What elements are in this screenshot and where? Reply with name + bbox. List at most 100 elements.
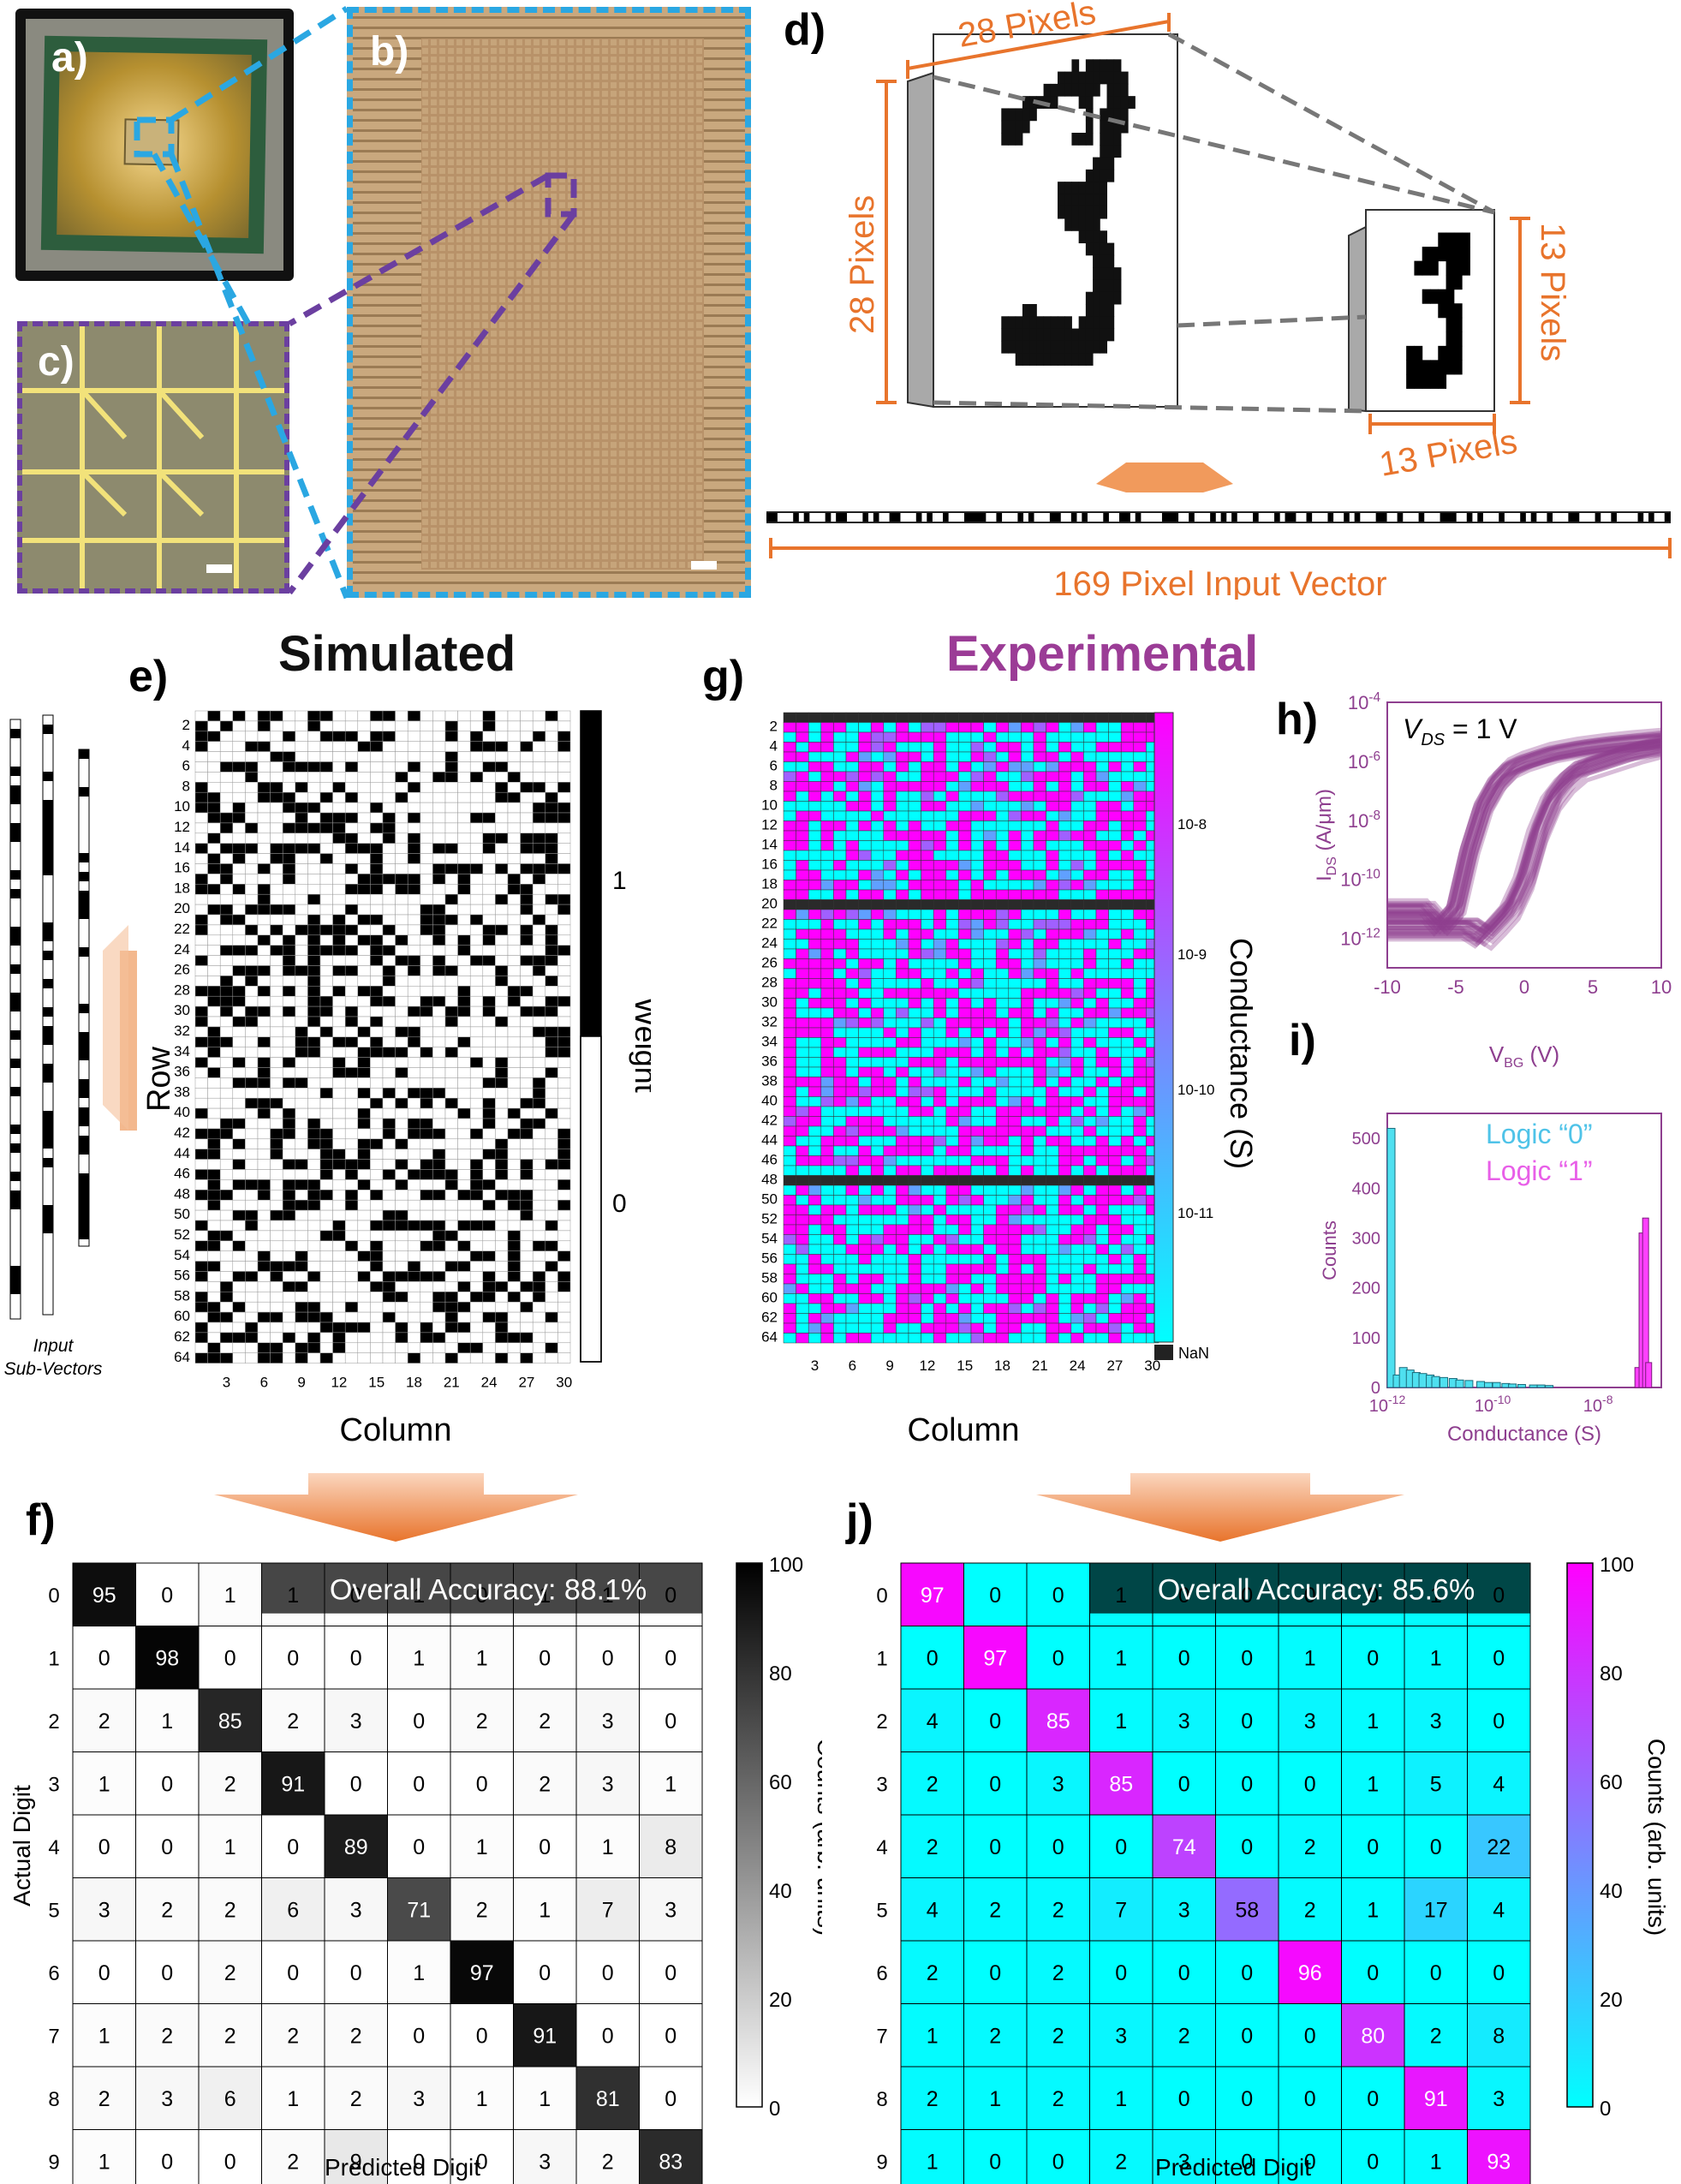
- conductance-cell: [1083, 731, 1097, 743]
- conductance-cell: [983, 909, 997, 920]
- conductance-cell: [870, 948, 885, 959]
- conductance-cell: [958, 1283, 972, 1294]
- conductance-cell: [958, 771, 972, 782]
- weight-cell: [420, 741, 433, 752]
- weight-cell: [257, 1088, 271, 1099]
- weight-cell: [257, 1149, 271, 1160]
- row-tick: 48: [761, 1171, 778, 1187]
- conductance-cell: [970, 958, 984, 970]
- weight-cell: [482, 976, 496, 987]
- weight-cell: [295, 1271, 308, 1282]
- weight-cell: [457, 741, 471, 752]
- weight-cell: [420, 1077, 433, 1089]
- sub-vector-bit: [43, 1139, 53, 1149]
- conductance-cell: [808, 801, 822, 812]
- conductance-cell: [796, 860, 809, 871]
- weight-cell: [444, 812, 458, 824]
- weight-cell: [382, 1352, 396, 1364]
- weight-cell: [557, 1240, 571, 1251]
- weight-cell: [420, 1118, 433, 1130]
- weight-cell: [219, 924, 234, 936]
- weight-cell: [257, 1005, 271, 1017]
- conductance-cell: [1008, 1077, 1022, 1088]
- weight-cell: [194, 1332, 208, 1344]
- conductance-cell: [921, 820, 934, 832]
- cm-value: 0: [1241, 2087, 1253, 2111]
- cm-value: 91: [533, 2024, 557, 2048]
- weight-cell: [520, 1322, 534, 1334]
- weight-cell: [370, 1301, 384, 1313]
- conductance-cell: [1070, 1077, 1084, 1088]
- vector-bit: [1017, 513, 1024, 522]
- cm-value: 3: [1052, 1772, 1064, 1796]
- confusion-matrix-experimental: 9700100001009701001010408513031302038500…: [876, 1562, 1531, 2184]
- conductance-cell: [858, 1244, 872, 1255]
- conductance-cell: [858, 1214, 872, 1226]
- weight-cell: [395, 1036, 408, 1047]
- conductance-cell: [1070, 1037, 1084, 1048]
- weight-cell: [245, 1311, 259, 1323]
- conductance-cell: [1033, 1037, 1046, 1048]
- weight-cell: [457, 1220, 471, 1232]
- cm-cell: [513, 2003, 577, 2068]
- weight-cell: [532, 1199, 546, 1211]
- weight-cell: [245, 863, 259, 874]
- weight-cell: [344, 1311, 359, 1323]
- conductance-cell: [1021, 1333, 1034, 1344]
- weight-cell: [420, 1169, 433, 1180]
- conductance-cell: [820, 810, 834, 821]
- digit-pixel: [1453, 275, 1463, 290]
- conductance-cell: [1021, 998, 1034, 1009]
- cm-cell: [1404, 1814, 1468, 1878]
- weight-cell: [357, 874, 371, 885]
- weight-cell: [257, 904, 271, 916]
- weight-cell: [507, 976, 521, 987]
- weight-cell: [432, 1128, 446, 1140]
- weight-cell: [282, 1190, 296, 1201]
- conductance-cell: [1021, 830, 1034, 841]
- conductance-cell: [958, 761, 972, 773]
- conductance-cell: [921, 1116, 934, 1127]
- cm-cell: [639, 1688, 703, 1752]
- weight-cell: [395, 893, 408, 905]
- transfer-curve: [1387, 753, 1662, 949]
- digit-pixel: [1446, 232, 1455, 248]
- conductance-cell: [933, 1066, 947, 1077]
- weight-cell: [307, 924, 321, 936]
- weight-cell: [332, 914, 346, 926]
- conductance-cell: [1133, 1274, 1147, 1285]
- weight-cell: [232, 710, 246, 722]
- weight-cell: [507, 1271, 521, 1282]
- conductance-cell: [870, 712, 885, 723]
- conductance-cell: [1120, 1086, 1135, 1097]
- weight-cell: [407, 822, 421, 834]
- weight-cell: [457, 995, 471, 1007]
- conductance-cell: [1058, 1165, 1072, 1176]
- conductance-cell: [820, 742, 834, 753]
- vector-bit: [1070, 513, 1077, 522]
- conductance-cell: [1108, 1077, 1122, 1088]
- conductance-cell: [1083, 761, 1097, 773]
- weight-cell: [232, 720, 246, 732]
- weight-cell: [545, 995, 558, 1007]
- weight-cell: [332, 1036, 346, 1047]
- conductance-cell: [858, 1293, 872, 1304]
- conductance-cell: [1033, 939, 1046, 950]
- weight-cell: [307, 782, 321, 793]
- weight-cell: [520, 1190, 534, 1201]
- weight-cell: [307, 853, 321, 864]
- cm-value: 80: [1361, 2024, 1385, 2048]
- weight-cell: [270, 934, 283, 946]
- conductance-cell: [1120, 958, 1135, 970]
- weight-cell: [557, 731, 571, 742]
- weight-cell: [395, 1220, 408, 1232]
- weight-cell: [257, 995, 271, 1007]
- conductance-cell: [896, 840, 909, 851]
- conductance-cell: [1095, 1184, 1109, 1196]
- conductance-cell: [796, 1224, 809, 1235]
- transfer-curve: [1387, 740, 1662, 933]
- weight-cell: [432, 1005, 446, 1017]
- weight-cell: [332, 986, 346, 997]
- weight-cell: [495, 802, 509, 814]
- conductance-cell: [1046, 1274, 1059, 1285]
